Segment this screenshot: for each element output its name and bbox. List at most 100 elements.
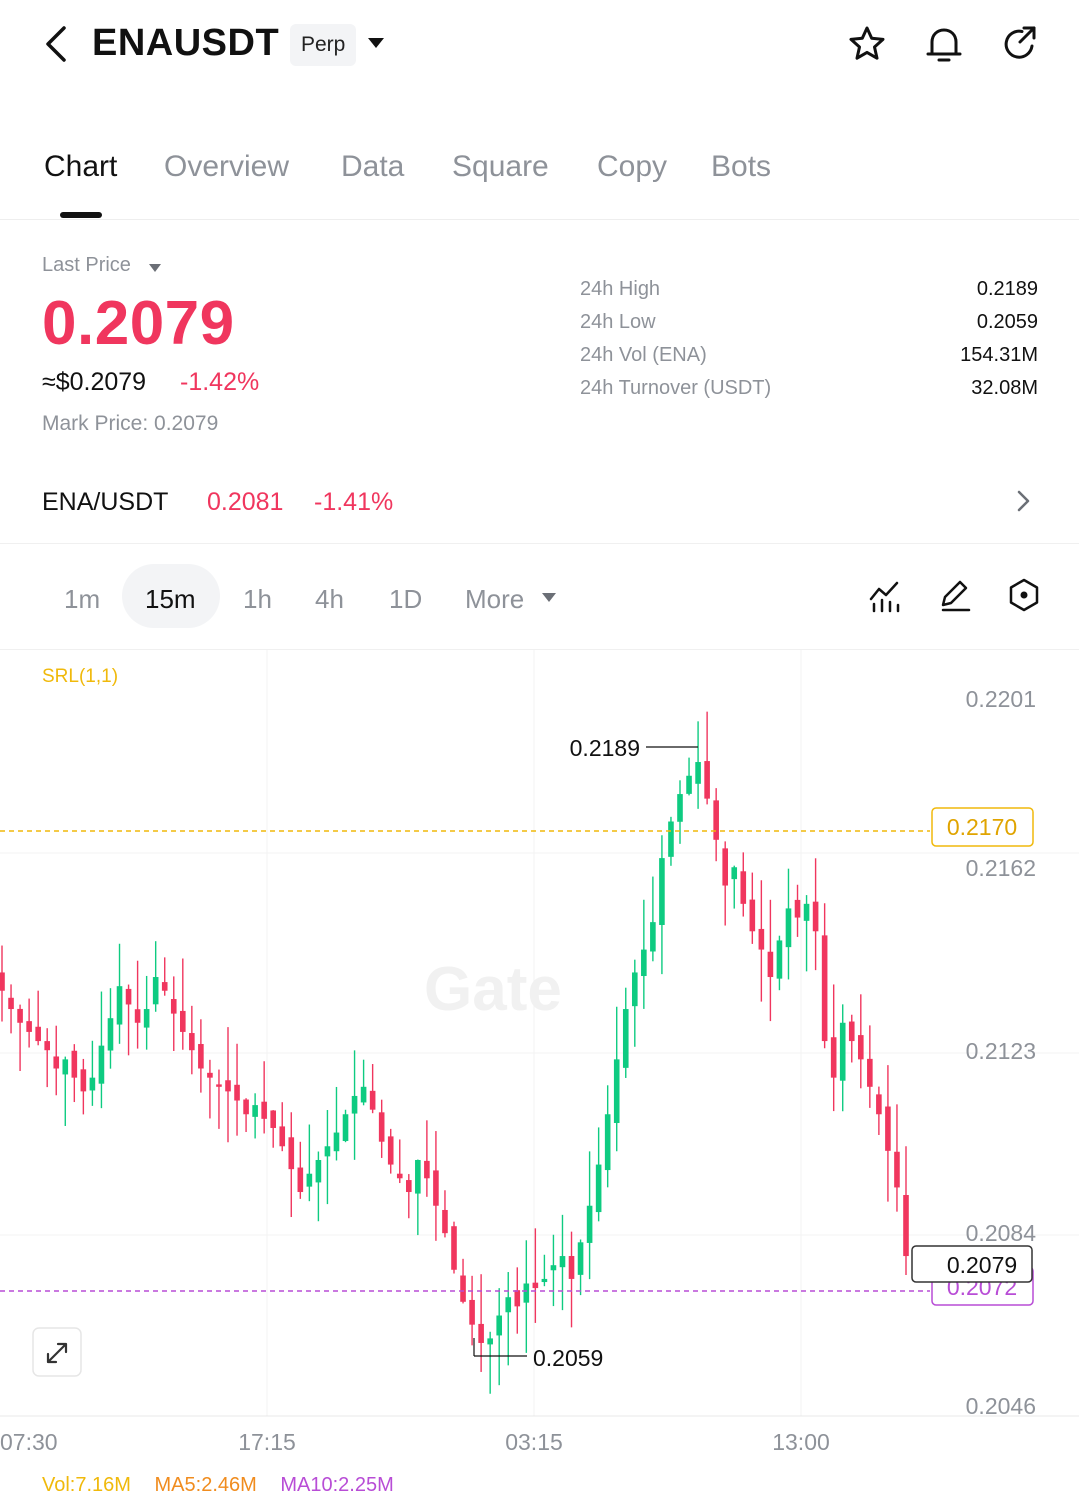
candle-body bbox=[713, 800, 719, 840]
current-price-tag[interactable]: 0.2079 bbox=[911, 1245, 1033, 1283]
candle-body bbox=[261, 1101, 267, 1119]
candle-body bbox=[613, 1059, 620, 1124]
stat-row: 24h Turnover (USDT) 32.08M bbox=[580, 375, 1038, 408]
draw-pencil-icon[interactable] bbox=[937, 577, 973, 613]
stat-value: 154.31M bbox=[960, 344, 1038, 366]
spot-price: 0.2081 bbox=[207, 488, 284, 516]
x-tick-label: 03:15 bbox=[505, 1429, 563, 1455]
tab-data[interactable]: Data bbox=[341, 150, 405, 183]
star-icon[interactable] bbox=[847, 24, 887, 64]
candle-body bbox=[867, 1058, 873, 1087]
spot-pair-row[interactable]: ENA/USDT 0.2081 -1.41% bbox=[0, 470, 1079, 544]
symbol-dropdown-icon[interactable] bbox=[368, 38, 384, 48]
more-dropdown-icon[interactable] bbox=[542, 593, 556, 602]
contract-type-badge[interactable]: Perp bbox=[290, 24, 357, 66]
ma10-value: MA10:2.25M bbox=[280, 1474, 394, 1496]
chart-settings-icon[interactable] bbox=[1006, 577, 1042, 613]
candle-body bbox=[207, 1072, 213, 1078]
candle-body bbox=[324, 1146, 331, 1157]
interval-1m[interactable]: 1m bbox=[64, 584, 101, 614]
chevron-right-icon[interactable] bbox=[1012, 486, 1036, 516]
y-tick-label: 0.2201 bbox=[966, 686, 1036, 712]
candle-body bbox=[252, 1105, 258, 1117]
candle-body bbox=[216, 1084, 222, 1087]
candle-body bbox=[89, 1077, 96, 1091]
tab-overview[interactable]: Overview bbox=[164, 150, 290, 183]
tab-copy[interactable]: Copy bbox=[597, 150, 668, 183]
last-price-dropdown-icon[interactable] bbox=[149, 264, 161, 272]
last-price: 0.2079 bbox=[42, 289, 235, 358]
candle-body bbox=[442, 1209, 448, 1234]
x-tick-label: 13:00 bbox=[772, 1429, 830, 1455]
expand-button[interactable] bbox=[32, 1327, 82, 1377]
candle-body bbox=[767, 951, 774, 978]
candle-body bbox=[794, 899, 801, 918]
interval-1d[interactable]: 1D bbox=[389, 584, 423, 614]
candle-body bbox=[17, 1008, 23, 1023]
candle-body bbox=[415, 1159, 421, 1194]
candle-body bbox=[53, 1056, 60, 1069]
chart-canvas[interactable]: Gate SRL(1,1) 0.2201 0.2162 0.2123 0.208… bbox=[0, 650, 1079, 1460]
tab-square[interactable]: Square bbox=[452, 150, 549, 183]
candle-body bbox=[839, 1022, 846, 1081]
interval-15m[interactable]: 15m bbox=[145, 584, 196, 614]
interval-4h[interactable]: 4h bbox=[315, 584, 344, 614]
candle-body bbox=[668, 821, 674, 857]
last-price-label[interactable]: Last Price bbox=[42, 254, 131, 276]
candle-body bbox=[198, 1044, 204, 1069]
candle-body bbox=[243, 1099, 249, 1115]
symbol-title[interactable]: ENAUSDT bbox=[92, 22, 280, 64]
candle-body bbox=[722, 848, 729, 886]
candle-body bbox=[514, 1290, 521, 1307]
candle-body bbox=[523, 1283, 530, 1303]
candle-body bbox=[189, 1033, 195, 1051]
chart-grid bbox=[0, 650, 1079, 1417]
candle-body bbox=[396, 1173, 403, 1179]
candle-body bbox=[360, 1086, 367, 1103]
candle-body bbox=[586, 1205, 593, 1243]
y-tick-label: 0.2123 bbox=[966, 1038, 1036, 1064]
candle-body bbox=[315, 1159, 322, 1183]
stat-value: 0.2059 bbox=[976, 311, 1038, 333]
indicator-icon[interactable] bbox=[867, 577, 903, 613]
candle-body bbox=[803, 903, 810, 921]
watermark: Gate bbox=[424, 955, 562, 1024]
tab-bots[interactable]: Bots bbox=[711, 150, 772, 183]
back-arrow-icon[interactable] bbox=[38, 22, 74, 66]
stat-row: 24h High 0.2189 bbox=[580, 276, 1038, 309]
candle-body bbox=[26, 1021, 32, 1032]
candle-body bbox=[342, 1114, 349, 1142]
candle-body bbox=[686, 775, 692, 794]
spot-pair-name: ENA/USDT bbox=[42, 488, 169, 516]
stat-label: 24h Low bbox=[580, 311, 656, 333]
candle-body bbox=[885, 1106, 891, 1151]
candle-body bbox=[704, 761, 710, 799]
candle-body bbox=[740, 871, 747, 904]
y-tick-label: 0.2084 bbox=[966, 1220, 1037, 1246]
candle-body bbox=[225, 1080, 231, 1092]
candle-body bbox=[8, 997, 14, 1010]
candle-body bbox=[116, 986, 123, 1025]
interval-more[interactable]: More bbox=[465, 584, 525, 614]
candle-body bbox=[333, 1132, 340, 1152]
candle-body bbox=[107, 1018, 114, 1051]
stat-label: 24h Vol (ENA) bbox=[580, 344, 707, 366]
stat-row: 24h Low 0.2059 bbox=[580, 309, 1038, 342]
candle-body bbox=[460, 1275, 466, 1302]
candle-body bbox=[424, 1160, 430, 1179]
candle-body bbox=[894, 1151, 900, 1188]
candle-body bbox=[505, 1297, 512, 1313]
candle-body bbox=[631, 972, 638, 1007]
candle-body bbox=[848, 1021, 855, 1042]
candle-body bbox=[351, 1095, 358, 1114]
share-icon[interactable] bbox=[1000, 24, 1040, 64]
mark-price: Mark Price: 0.2079 bbox=[42, 412, 219, 435]
candlestick-chart[interactable]: Gate SRL(1,1) 0.2201 0.2162 0.2123 0.208… bbox=[0, 650, 1079, 1460]
interval-1h[interactable]: 1h bbox=[243, 584, 272, 614]
candle-body bbox=[532, 1282, 539, 1289]
tab-chart[interactable]: Chart bbox=[44, 150, 118, 183]
candle-body bbox=[71, 1050, 78, 1078]
bell-icon[interactable] bbox=[924, 24, 964, 64]
candle-body bbox=[541, 1278, 548, 1283]
interval-bar: 1m 15m 1h 4h 1D More bbox=[0, 560, 1079, 650]
